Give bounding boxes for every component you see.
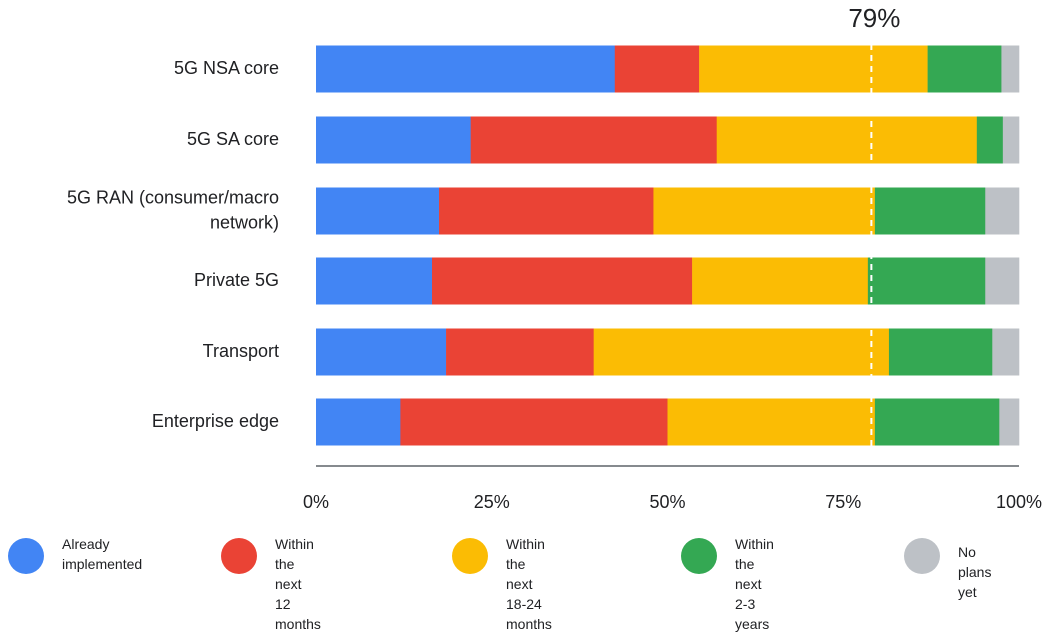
category-label: Enterprise edge	[152, 411, 279, 431]
bar-segment	[985, 257, 1020, 305]
bar-segment	[874, 398, 1000, 446]
legend-label: Within the next 18-24 months	[506, 534, 552, 634]
legend-label: Within the next 2-3 years	[735, 534, 774, 634]
bar-segment	[316, 328, 447, 376]
category-label: 5G RAN (consumer/macro	[67, 187, 279, 207]
bar-segment	[992, 328, 1020, 376]
legend-label-line: Already	[62, 536, 110, 552]
legend-label-line: No plans yet	[958, 544, 992, 600]
bar-segment	[614, 45, 700, 93]
bar-segment	[888, 328, 993, 376]
bar-segment	[699, 45, 928, 93]
x-tick-label: 100%	[996, 492, 1042, 512]
category-label: Private 5G	[194, 270, 279, 290]
bar-segment	[439, 187, 654, 235]
bar-segment	[470, 116, 718, 164]
bar-segment	[316, 116, 471, 164]
bar-segment	[593, 328, 890, 376]
legend-swatch	[452, 538, 488, 574]
legend: Already implemented Within the next 12 mont…	[0, 530, 1049, 632]
bar-segment	[446, 328, 594, 376]
bar-segment	[874, 187, 986, 235]
reference-line-label: 79%	[848, 3, 900, 33]
legend-label: Already implemented	[62, 534, 142, 574]
legend-swatch	[681, 538, 717, 574]
legend-label-line: Within the	[735, 536, 774, 572]
bar-segment	[985, 187, 1020, 235]
bar-segment	[976, 116, 1004, 164]
bar-segment	[316, 45, 616, 93]
x-tick-label: 50%	[649, 492, 685, 512]
legend-swatch	[904, 538, 940, 574]
x-tick-label: 25%	[474, 492, 510, 512]
legend-label-line: Within the	[275, 536, 314, 572]
bar-segment	[653, 187, 876, 235]
category-label: Transport	[203, 341, 279, 361]
chart-stage: 5G NSA core 5G SA core 5G RAN (consumer/ma…	[0, 3, 1049, 632]
bar-segment	[716, 116, 978, 164]
legend-label-line: implemented	[62, 556, 143, 572]
legend-label-line: next 12 months	[275, 576, 321, 632]
bar-segment	[999, 398, 1020, 446]
bar-segment	[1001, 45, 1020, 93]
bar-segment	[432, 257, 693, 305]
bar-segment	[1002, 116, 1020, 164]
legend-label: No plans yet	[958, 542, 991, 602]
bar-segment	[316, 187, 440, 235]
bar-segment	[667, 398, 876, 446]
bar-segment	[316, 257, 433, 305]
category-label: 5G NSA core	[174, 58, 279, 78]
bar-segment	[400, 398, 668, 446]
x-tick-label: 75%	[825, 492, 861, 512]
x-tick-label: 0%	[303, 492, 329, 512]
legend-swatch	[8, 538, 44, 574]
category-label: network)	[210, 212, 279, 232]
bar-segment	[867, 257, 986, 305]
legend-swatch	[221, 538, 257, 574]
legend-label-line: 18-24 months	[506, 596, 552, 632]
bar-segment	[927, 45, 1002, 93]
category-label: 5G SA core	[187, 129, 279, 149]
bar-segment	[316, 398, 401, 446]
bar-segment	[692, 257, 869, 305]
legend-label-line: next 2-3 years	[735, 576, 770, 632]
stacked-bar-chart: 5G NSA core 5G SA core 5G RAN (consumer/ma…	[67, 3, 1042, 512]
legend-label: Within the next 12 months	[275, 534, 321, 634]
legend-label-line: Within the next	[506, 536, 545, 592]
